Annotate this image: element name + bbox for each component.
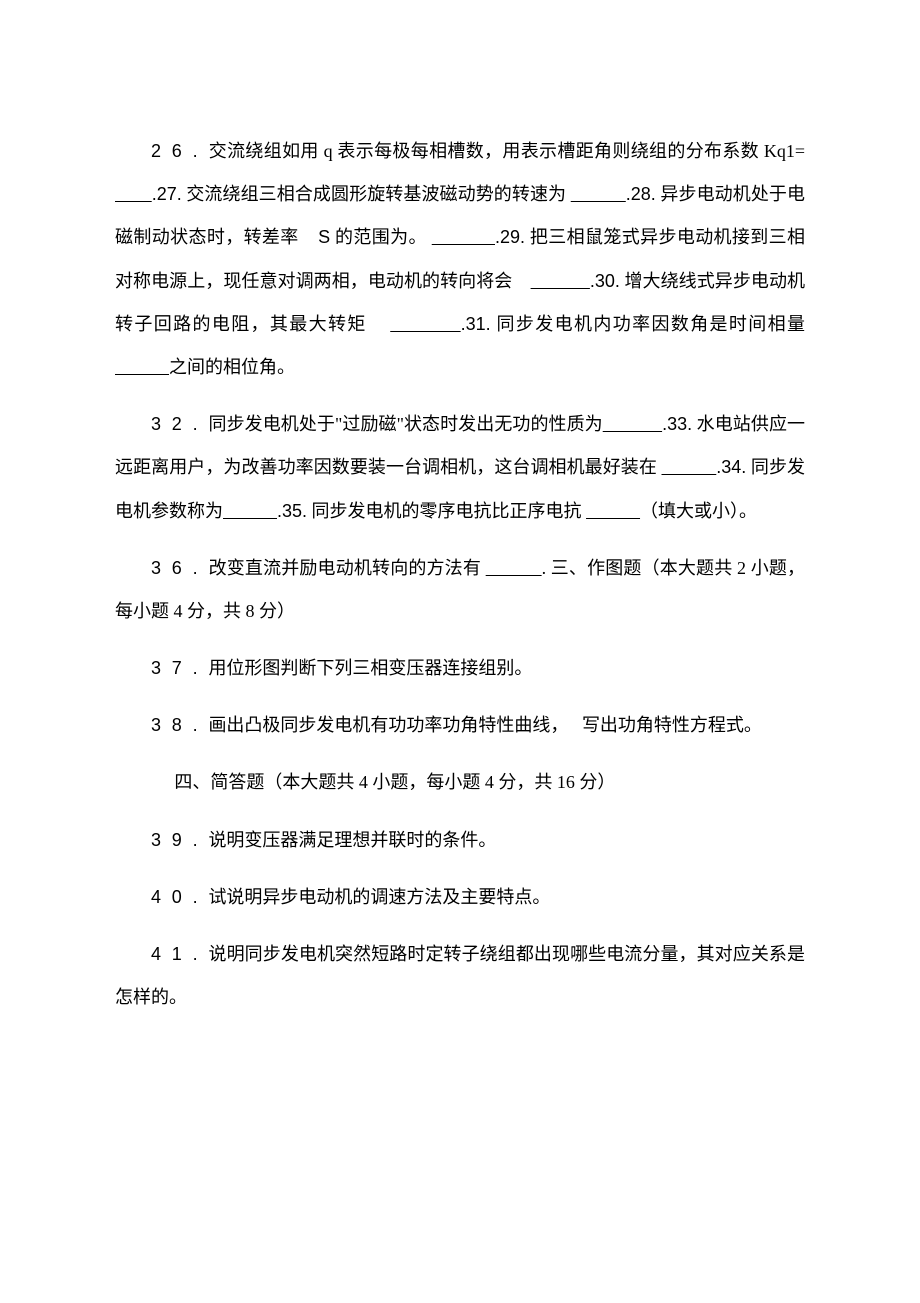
question-number-36: 36. <box>151 558 208 578</box>
q38-text-a: 画出凸极同步发电机有功功率功角特性曲线， <box>208 715 568 735</box>
question-number-38: 38. <box>151 715 208 735</box>
question-number-28: .28. <box>626 184 656 204</box>
blank <box>531 271 590 291</box>
q38-text-b: 写出功角特性方程式。 <box>582 715 762 735</box>
blank <box>223 501 277 521</box>
q26-text: 交流绕组如用 q 表示每极每相槽数，用表示槽距角则绕组的分布系数 Kq1= <box>208 141 805 161</box>
question-number-35: .35. <box>277 501 307 521</box>
question-number-31: .31. <box>461 314 491 334</box>
q35-end: （填大或小）。 <box>640 501 757 521</box>
question-number-30: .30. <box>590 271 620 291</box>
q32-text: 同步发电机处于"过励磁"状态时发出无功的性质为 <box>208 414 602 434</box>
q35-text: 同步发电机的零序电抗比正序电抗 <box>307 501 586 521</box>
blank <box>115 357 169 377</box>
q28-text-b: 的范围为。 <box>335 227 432 247</box>
q31-end: 之间的相位角。 <box>169 357 295 377</box>
question-number-39: 39. <box>151 830 208 850</box>
paragraph-q41: 41.说明同步发电机突然短路时定转子绕组都出现哪些电流分量，其对应关系是怎样的。 <box>115 933 805 1019</box>
paragraph-q40: 40.试说明异步电动机的调速方法及主要特点。 <box>115 876 805 919</box>
paragraph-q36: 36.改变直流并励电动机转向的方法有 . 三、作图题（本大题共 2 小题，每小题… <box>115 547 805 633</box>
paragraph-q32-35: 32.同步发电机处于"过励磁"状态时发出无功的性质为 .33. 水电站供应一远距… <box>115 403 805 533</box>
blank <box>603 414 662 434</box>
blank <box>390 314 460 334</box>
q31-text: 同步发电机内功率因数角是时间相量 <box>491 314 805 334</box>
question-number-41: 41. <box>151 944 208 964</box>
paragraph-q39: 39.说明变压器满足理想并联时的条件。 <box>115 819 805 862</box>
paragraph-q38: 38.画出凸极同步发电机有功功率功角特性曲线， 写出功角特性方程式。 <box>115 704 805 747</box>
question-number-34: .34. <box>716 457 746 477</box>
q39-text: 说明变压器满足理想并联时的条件。 <box>208 830 496 850</box>
blank <box>486 558 542 578</box>
blank <box>115 184 152 204</box>
blank <box>432 227 495 247</box>
question-number-37: 37. <box>151 658 208 678</box>
question-number-29: .29. <box>495 227 525 247</box>
paragraph-section4: 四、简答题（本大题共 4 小题，每小题 4 分，共 16 分） <box>115 761 805 804</box>
q27-text: 交流绕组三相合成圆形旋转基波磁动势的转速为 <box>182 184 571 204</box>
question-number-27: .27. <box>152 184 182 204</box>
q36-text: 改变直流并励电动机转向的方法有 <box>208 558 485 578</box>
paragraph-q26-31: 26.交流绕组如用 q 表示每极每相槽数，用表示槽距角则绕组的分布系数 Kq1=… <box>115 130 805 389</box>
q40-text: 试说明异步电动机的调速方法及主要特点。 <box>208 887 550 907</box>
question-number-33: .33. <box>662 414 692 434</box>
section4-heading: 四、简答题（本大题共 4 小题，每小题 4 分，共 16 分） <box>174 772 615 792</box>
q37-text: 用位形图判断下列三相变压器连接组别。 <box>208 658 532 678</box>
question-number-40: 40. <box>151 887 208 907</box>
blank <box>662 457 717 477</box>
blank <box>586 501 640 521</box>
question-number-32: 32. <box>151 414 208 434</box>
question-number-26: 26. <box>151 141 208 161</box>
paragraph-q37: 37.用位形图判断下列三相变压器连接组别。 <box>115 647 805 690</box>
q41-text: 说明同步发电机突然短路时定转子绕组都出现哪些电流分量，其对应关系是怎样的。 <box>115 944 805 1007</box>
blank <box>571 184 626 204</box>
q28-s: S <box>318 227 330 247</box>
